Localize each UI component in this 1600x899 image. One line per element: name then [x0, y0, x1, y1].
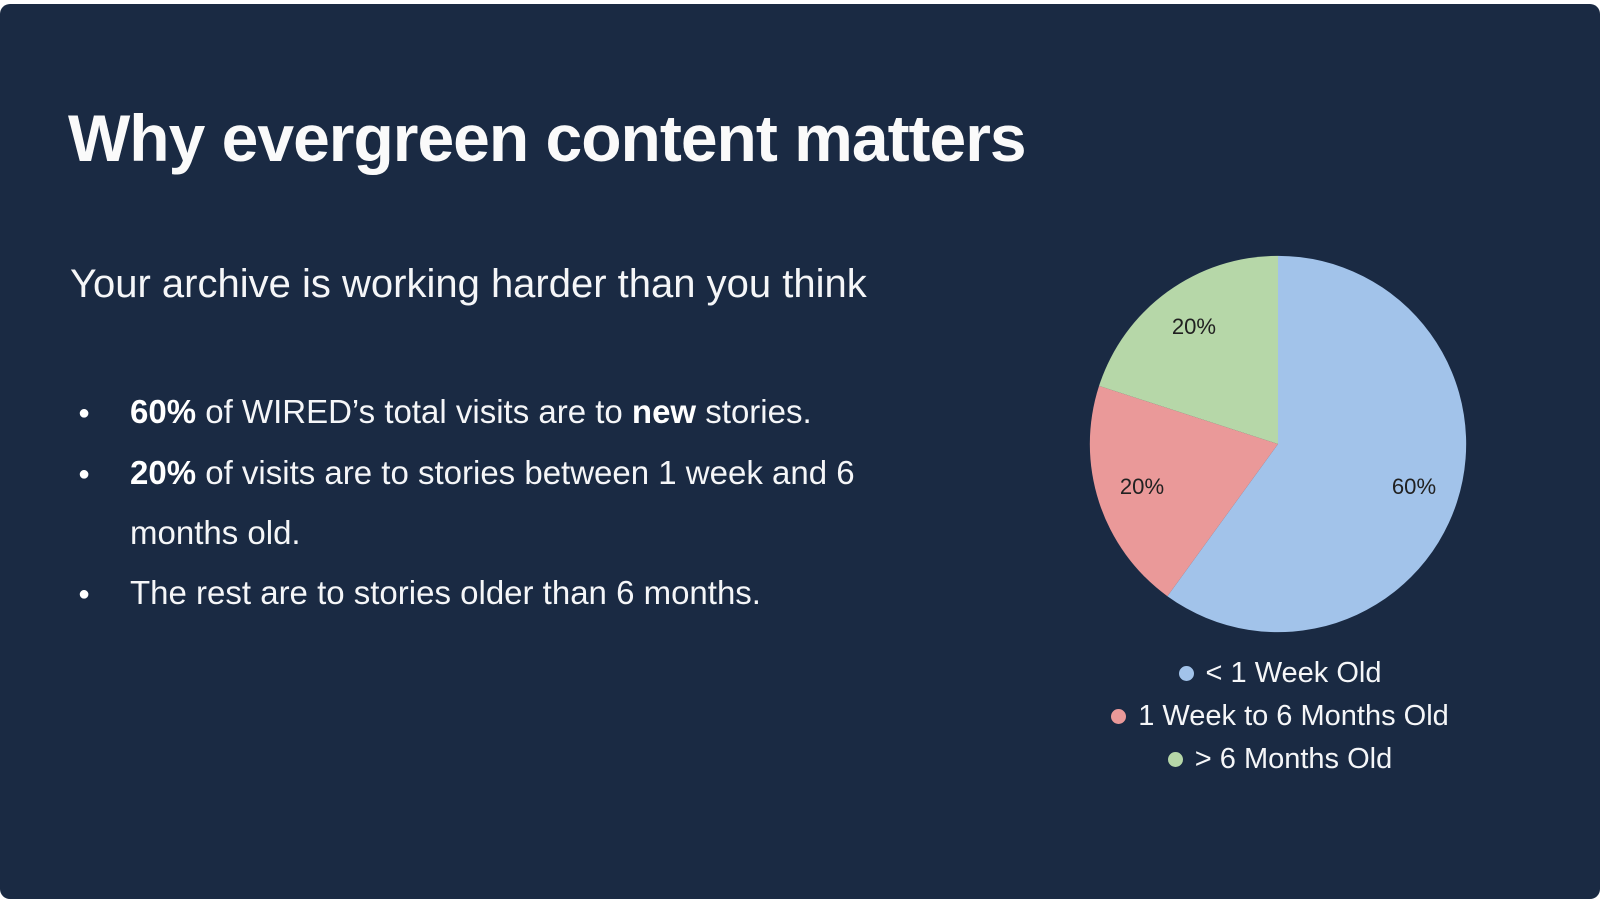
- legend-label: < 1 Week Old: [1205, 657, 1382, 689]
- bullet-text: 60% of WIRED’s total visits are to new s…: [130, 393, 812, 430]
- legend-label: 1 Week to 6 Months Old: [1138, 700, 1449, 732]
- slide: Why evergreen content matters Your archi…: [0, 4, 1600, 899]
- legend-label: > 6 Months Old: [1194, 743, 1393, 775]
- legend-item: 1 Week to 6 Months Old: [1005, 695, 1555, 738]
- bullet-item: ● The rest are to stories older than 6 mo…: [78, 563, 978, 624]
- pie-slice: [1167, 255, 1467, 633]
- legend-color-dot-icon: [1167, 752, 1183, 767]
- pie-slice-label: 60%: [1392, 474, 1436, 499]
- pie-slice-label: 20%: [1172, 314, 1216, 339]
- pie-slice-label: 20%: [1120, 474, 1164, 499]
- legend-item: > 6 Months Old: [1005, 738, 1555, 781]
- pie-slice: [1089, 385, 1278, 597]
- pie-svg: 60% 20% 20%: [1089, 255, 1467, 633]
- bullet-text: 20% of visits are to stories between 1 w…: [130, 454, 855, 551]
- bullet-item: ● 60% of WIRED’s total visits are to new …: [78, 382, 978, 443]
- bullet-item: ● 20% of visits are to stories between 1 …: [78, 443, 978, 563]
- legend-color-dot-icon: [1111, 709, 1127, 724]
- bullet-marker-icon: ●: [78, 402, 91, 424]
- chart-legend: < 1 Week Old 1 Week to 6 Months Old > 6 Mo…: [1005, 652, 1555, 781]
- slide-title: Why evergreen content matters: [68, 101, 1027, 175]
- pie-chart: 60% 20% 20%: [1086, 252, 1470, 636]
- slide-subtitle: Your archive is working harder than you …: [70, 262, 867, 306]
- legend-item: < 1 Week Old: [1005, 652, 1555, 695]
- bullet-marker-icon: ●: [78, 583, 91, 605]
- pie-slice: [1099, 255, 1278, 444]
- bullet-marker-icon: ●: [78, 463, 91, 485]
- bullet-list: ● 60% of WIRED’s total visits are to new …: [78, 382, 978, 624]
- bullet-text: The rest are to stories older than 6 mon…: [130, 574, 761, 611]
- legend-color-dot-icon: [1178, 666, 1194, 681]
